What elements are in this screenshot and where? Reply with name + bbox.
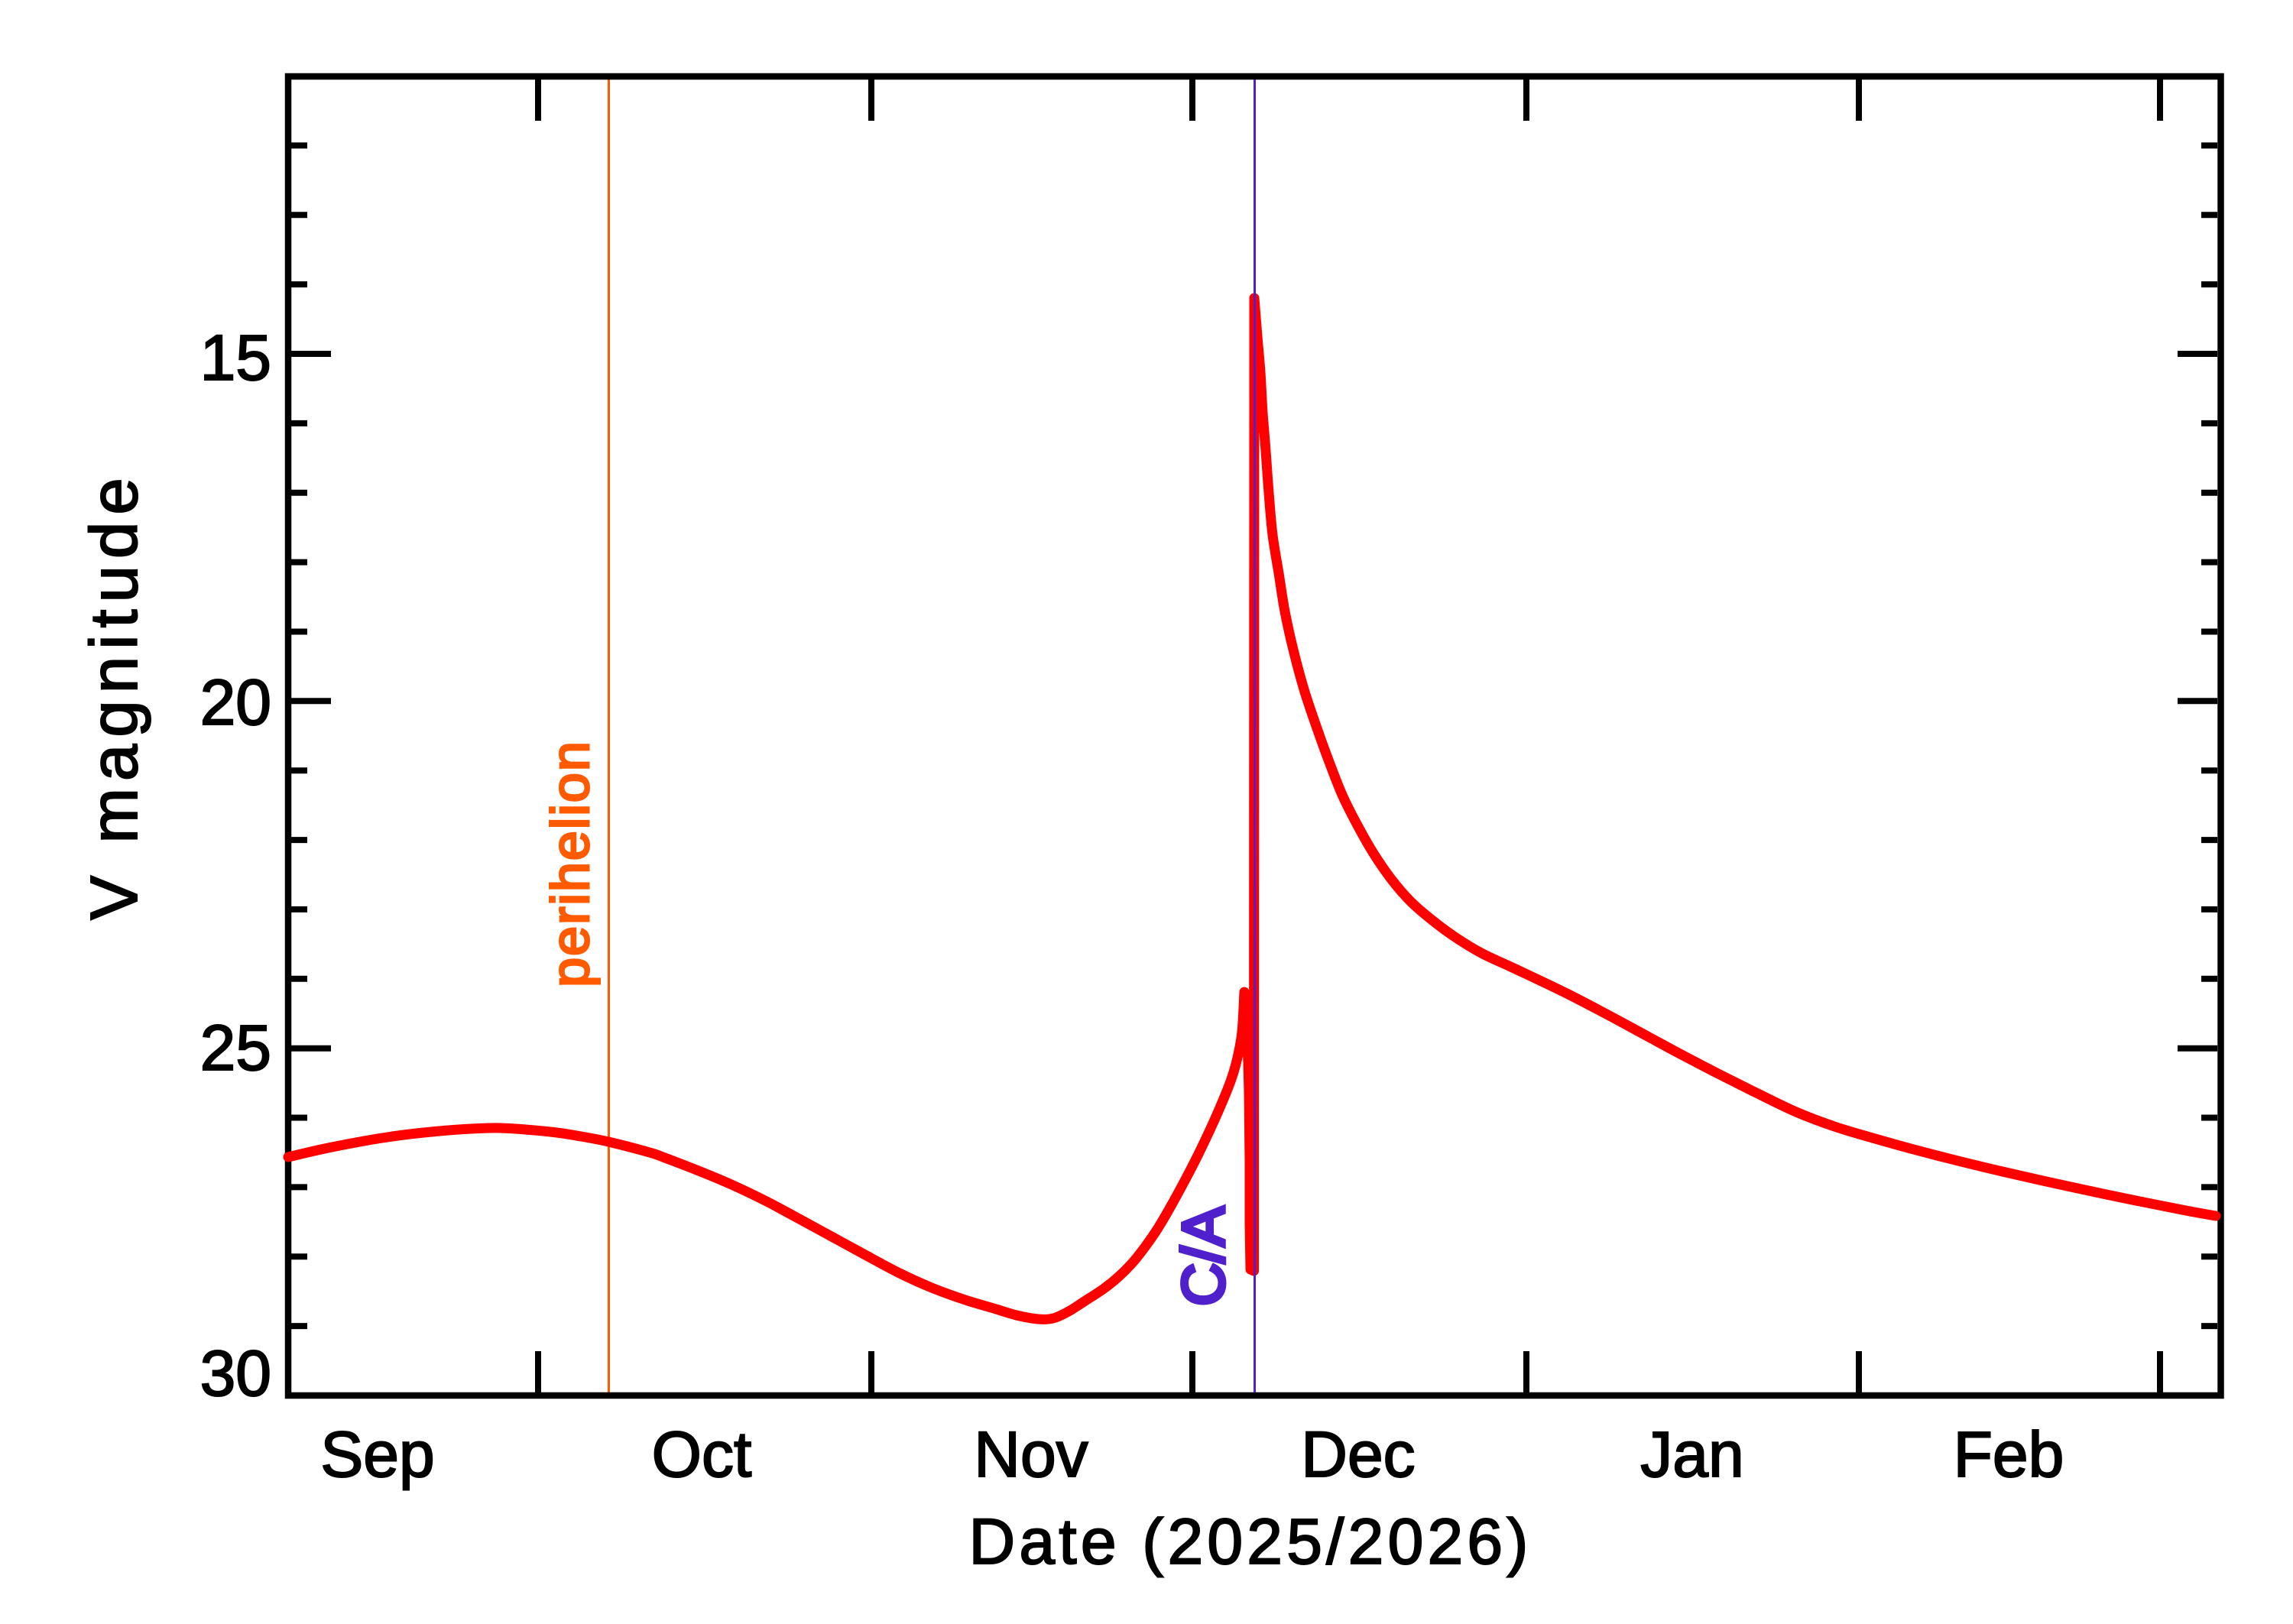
svg-text:15: 15: [200, 322, 271, 394]
svg-text:Jan: Jan: [1640, 1418, 1743, 1490]
svg-text:V magnitude: V magnitude: [77, 471, 151, 919]
svg-text:C/A: C/A: [1169, 1207, 1237, 1306]
svg-text:Sep: Sep: [320, 1418, 434, 1490]
svg-text:Dec: Dec: [1301, 1418, 1415, 1490]
svg-text:Feb: Feb: [1954, 1418, 2064, 1490]
svg-text:20: 20: [200, 666, 271, 738]
svg-text:perihelion: perihelion: [540, 740, 600, 987]
svg-text:Date (2025/2026): Date (2025/2026): [969, 1506, 1532, 1577]
svg-text:25: 25: [200, 1012, 271, 1084]
svg-text:Oct: Oct: [652, 1418, 752, 1490]
svg-text:30: 30: [200, 1337, 271, 1409]
svg-text:Nov: Nov: [974, 1418, 1088, 1490]
